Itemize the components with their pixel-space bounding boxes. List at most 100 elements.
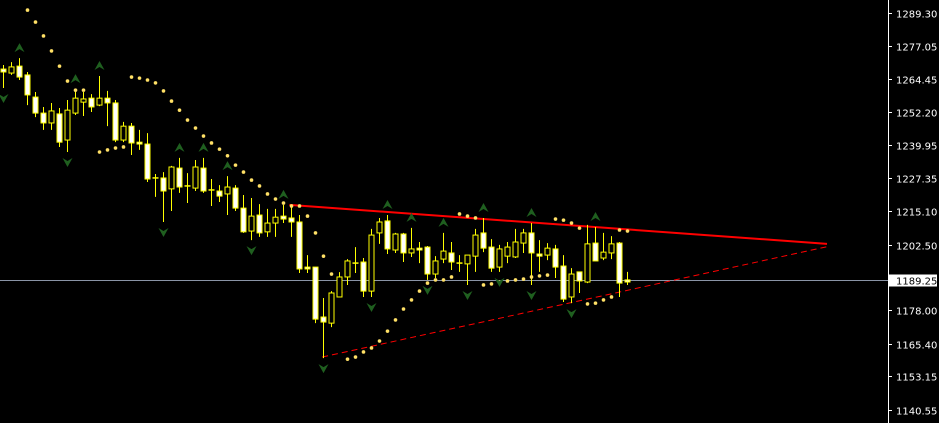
candle — [472, 228, 479, 272]
candle — [32, 92, 39, 118]
candle-body — [64, 109, 71, 141]
candle — [544, 243, 551, 261]
candle — [424, 246, 431, 280]
candle-body — [16, 65, 23, 78]
candle-body — [392, 233, 399, 251]
sar-dot — [401, 307, 406, 311]
candle — [328, 291, 335, 328]
sar-dot — [33, 20, 38, 24]
sar-dot — [457, 212, 462, 216]
candle-body — [384, 220, 391, 250]
sar-dot — [217, 147, 222, 151]
candle — [480, 217, 487, 253]
candle — [488, 239, 495, 272]
candle — [152, 173, 159, 197]
candle-body — [24, 74, 31, 96]
sar-dot — [193, 126, 198, 130]
candle-body — [432, 260, 439, 275]
sar-dot — [145, 78, 150, 82]
sar-dot — [225, 153, 230, 158]
candle-body — [560, 265, 567, 300]
candle — [600, 232, 607, 261]
fractal-down-arrow-icon — [158, 227, 169, 237]
candle-body — [120, 125, 127, 141]
candle-body — [624, 279, 631, 283]
sar-dot — [353, 355, 358, 359]
sar-dot — [377, 339, 382, 343]
candle-body — [104, 97, 111, 104]
sar-dot — [361, 350, 366, 354]
candle — [136, 129, 143, 150]
sar-dot — [121, 145, 126, 149]
candle — [336, 272, 343, 298]
candle-body — [424, 246, 431, 275]
sar-dot — [545, 273, 550, 277]
sar-dot — [129, 75, 134, 79]
sar-dot — [409, 298, 414, 302]
candle-body — [400, 233, 407, 254]
sar-dot — [169, 99, 174, 103]
price-tick-label: 1165.40 — [896, 341, 937, 352]
fractal-up-arrow-icon — [590, 212, 601, 222]
candle-body — [8, 66, 15, 74]
candle — [144, 133, 151, 182]
candle-body — [528, 232, 535, 254]
candle-body — [112, 102, 119, 141]
parabolic-sar — [25, 8, 630, 361]
candle — [96, 75, 103, 107]
candle — [208, 179, 215, 206]
trendlines[interactable] — [289, 203, 831, 358]
resistance-trendline — [289, 203, 828, 245]
candle — [440, 232, 447, 264]
sar-dot — [137, 76, 142, 80]
candle — [464, 254, 471, 285]
sar-dot — [57, 64, 62, 68]
candle — [520, 228, 527, 253]
fractal-up-arrow-icon — [14, 43, 25, 53]
candle — [608, 236, 615, 260]
price-axis[interactable]: 1289.30 1277.05 1264.45 1252.20 1239.95 1227.… — [888, 0, 937, 423]
fractal-down-arrow-icon — [318, 364, 329, 374]
candle — [200, 157, 207, 193]
candle-body — [136, 141, 143, 145]
candle — [48, 102, 55, 130]
candle — [24, 71, 31, 106]
candle — [448, 242, 455, 271]
candle-body — [472, 234, 479, 257]
candle — [280, 204, 287, 224]
candle-body — [600, 251, 607, 259]
price-tick-label: 1202.50 — [896, 242, 937, 253]
fractal-down-arrow-icon — [0, 93, 9, 103]
sar-dot — [249, 178, 254, 182]
sar-dot — [105, 148, 110, 152]
bid-price-badge — [889, 274, 937, 287]
sar-dot — [481, 283, 486, 287]
candle-body — [480, 232, 487, 249]
candle — [592, 227, 599, 262]
sar-dot — [609, 295, 614, 299]
sar-dot — [553, 217, 558, 221]
sar-dot — [577, 226, 582, 230]
sar-dot — [529, 275, 534, 279]
candle — [456, 255, 463, 272]
candle-body — [312, 266, 319, 320]
sar-dot — [489, 282, 494, 286]
candle-body — [40, 112, 47, 124]
fractal-up-arrow-icon — [70, 74, 81, 84]
sar-dot — [441, 278, 446, 282]
candle-body — [536, 253, 543, 257]
candle — [312, 266, 319, 324]
candle-body — [32, 96, 39, 114]
sar-dot — [585, 302, 590, 306]
candle-body — [176, 167, 183, 188]
candle-body — [200, 167, 207, 192]
fractal-arrows — [0, 43, 601, 374]
candle — [304, 255, 311, 273]
candle-body — [360, 261, 367, 292]
candle — [176, 157, 183, 193]
fractal-up-arrow-icon — [278, 189, 289, 199]
sar-dot — [257, 184, 262, 188]
candle — [408, 227, 415, 257]
price-tick-label: 1140.55 — [896, 407, 937, 418]
